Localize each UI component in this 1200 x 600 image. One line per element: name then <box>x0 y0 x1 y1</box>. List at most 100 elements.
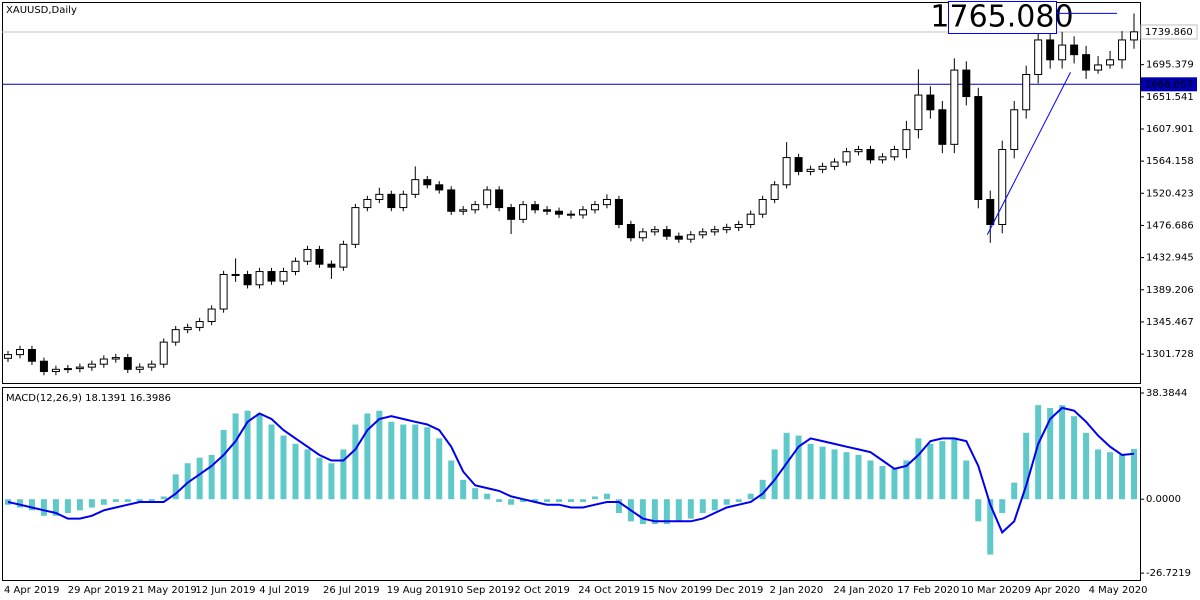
candle-body <box>267 271 276 282</box>
candle-body <box>590 204 599 211</box>
x-tick-label: 4 Apr 2019 <box>4 585 59 596</box>
macd-pane-frame <box>2 387 1141 581</box>
candle-body <box>51 368 60 373</box>
macd-bar <box>424 427 431 500</box>
candle-body <box>734 223 743 228</box>
macd-bar <box>52 499 59 516</box>
big-label-box <box>948 1 1057 34</box>
candle-body <box>3 354 12 359</box>
level-label: 1668.657 <box>1145 79 1193 90</box>
macd-bar <box>496 499 503 502</box>
macd-bar <box>1059 405 1066 500</box>
candle-body <box>531 204 540 211</box>
candle-body <box>555 210 564 215</box>
macd-bar <box>328 463 335 500</box>
macd-bar <box>148 499 155 502</box>
macd-bar <box>280 435 287 500</box>
candle-body <box>866 148 875 161</box>
macd-bar <box>256 413 263 500</box>
candle-body <box>123 357 132 370</box>
candle-body <box>495 189 504 209</box>
macd-bar <box>951 438 958 500</box>
macd-bar <box>999 499 1006 514</box>
y-tick-label: -26.7219 <box>1146 568 1191 579</box>
y-tick-label: 1389.206 <box>1146 285 1194 296</box>
macd-bar <box>879 466 886 500</box>
candle-body <box>411 179 420 195</box>
macd-bar <box>1131 449 1138 500</box>
macd-bar <box>484 493 491 500</box>
x-tick-label: 24 Jan 2020 <box>833 585 893 596</box>
candle-body <box>291 260 300 273</box>
macd-bar <box>556 499 563 502</box>
x-tick-label: 4 May 2020 <box>1089 585 1148 596</box>
candle-body <box>279 271 288 282</box>
candle-body <box>962 69 971 98</box>
big-label: 1765.080 <box>930 0 1073 35</box>
macd-bar <box>615 499 622 514</box>
macd-bar <box>1119 454 1126 500</box>
candle-body <box>147 363 156 368</box>
candle-body <box>770 184 779 200</box>
level-label-box <box>1141 77 1197 92</box>
candle-body <box>339 243 348 268</box>
y-tick-label: 38.3844 <box>1146 388 1187 399</box>
candle-body <box>507 207 516 220</box>
macd-bar <box>699 499 706 514</box>
macd-bar <box>1023 432 1030 500</box>
candle-body <box>135 366 144 370</box>
candle-body <box>578 209 587 216</box>
candle-body <box>926 94 935 111</box>
macd-bar <box>292 443 299 500</box>
macd-bar <box>196 457 203 500</box>
macd-bar <box>795 435 802 500</box>
macd-bar <box>304 449 311 500</box>
macd-bar <box>268 424 275 500</box>
macd-bar <box>520 499 527 502</box>
macd-bar <box>16 499 23 508</box>
candle-body <box>1058 44 1067 61</box>
candle-body <box>986 198 995 225</box>
candle-body <box>710 229 719 233</box>
macd-title: MACD(12,26,9) 18.1391 16.3986 <box>6 393 171 404</box>
candle-body <box>638 231 647 239</box>
macd-bar <box>1047 407 1054 500</box>
macd-bar <box>364 413 371 500</box>
macd-bar <box>184 463 191 500</box>
macd-bar <box>927 443 934 500</box>
candle-body <box>315 248 324 265</box>
macd-bar <box>88 499 95 508</box>
y-tick-label: 1695.379 <box>1146 60 1194 71</box>
x-tick-label: 2 Jan 2020 <box>770 585 824 596</box>
x-tick-label: 10 Sep 2019 <box>451 585 514 596</box>
x-tick-label: 12 Jun 2019 <box>195 585 255 596</box>
macd-bar <box>112 499 119 502</box>
macd-bar <box>124 499 131 502</box>
macd-bar <box>891 468 898 500</box>
x-tick-label: 24 Oct 2019 <box>578 585 640 596</box>
candle-body <box>782 157 791 186</box>
y-tick-label: 1607.901 <box>1146 124 1194 135</box>
candle-body <box>351 207 360 245</box>
macd-bar <box>232 413 239 500</box>
macd-bar <box>783 432 790 500</box>
candle-body <box>519 204 528 220</box>
candle-body <box>423 179 432 186</box>
macd-bar <box>448 460 455 500</box>
macd-bar <box>412 424 419 500</box>
candle-body <box>1034 39 1043 75</box>
macd-bar <box>1095 449 1102 500</box>
macd-bar <box>819 446 826 500</box>
candle-body <box>243 273 252 286</box>
macd-bar <box>28 499 35 511</box>
macd-bar <box>639 499 646 525</box>
x-tick-label: 29 Apr 2019 <box>68 585 130 596</box>
candle-body <box>483 189 492 206</box>
candle-body <box>99 358 108 365</box>
macd-bar <box>100 499 107 505</box>
macd-bar <box>975 499 982 522</box>
macd-bar <box>747 493 754 500</box>
macd-bar <box>568 499 574 502</box>
